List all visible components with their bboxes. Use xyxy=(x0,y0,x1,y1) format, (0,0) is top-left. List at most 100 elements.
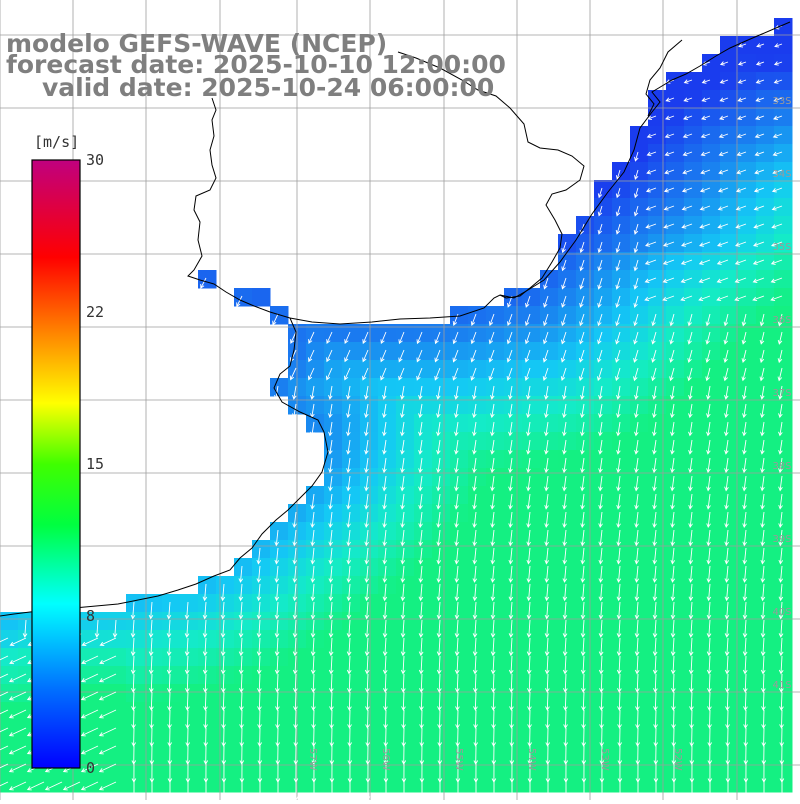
wind-speed-cell xyxy=(594,612,613,631)
wind-speed-cell xyxy=(630,594,649,613)
wind-arrow xyxy=(724,565,730,583)
wind-arrow xyxy=(472,637,478,657)
wind-speed-cell xyxy=(774,666,793,685)
wind-speed-cell xyxy=(378,450,397,469)
wind-speed-cell xyxy=(342,594,361,613)
wind-arrow xyxy=(346,493,351,510)
wind-speed-cell xyxy=(270,702,289,721)
wind-speed-cell xyxy=(504,414,523,433)
wind-arrow xyxy=(112,619,118,638)
wind-speed-cell xyxy=(612,396,631,415)
wind-arrow xyxy=(167,691,172,711)
wind-arrow xyxy=(436,493,441,510)
wind-arrow xyxy=(80,727,99,737)
wind-speed-cell xyxy=(666,216,685,235)
coastline-lagoon xyxy=(645,39,683,117)
wind-speed-cell xyxy=(144,594,163,613)
wind-arrow xyxy=(544,583,550,602)
wind-speed-cell xyxy=(504,612,523,631)
wind-speed-cell xyxy=(630,252,649,271)
wind-arrow xyxy=(418,493,423,510)
wind-arrow xyxy=(598,655,604,675)
wind-arrow xyxy=(736,169,747,175)
wind-arrow xyxy=(437,709,442,729)
wind-arrow xyxy=(596,367,603,382)
colorbar xyxy=(31,159,81,769)
wind-arrow xyxy=(562,601,568,620)
wind-arrow xyxy=(44,781,63,791)
wind-speed-cell xyxy=(252,648,271,667)
wind-arrow xyxy=(221,691,226,711)
wind-arrow xyxy=(777,349,783,364)
wind-speed-cell xyxy=(522,738,541,757)
wind-speed-cell xyxy=(414,540,433,559)
wind-speed-cell xyxy=(540,612,559,631)
wind-arrow xyxy=(663,241,675,247)
wind-arrow xyxy=(663,205,675,211)
wind-arrow xyxy=(652,385,657,400)
wind-speed-cell xyxy=(684,558,703,577)
wind-speed-cell xyxy=(360,414,379,433)
wind-arrow xyxy=(526,637,532,657)
wind-arrow xyxy=(771,205,783,211)
wind-speed-cell xyxy=(306,738,325,757)
wind-speed-cell xyxy=(648,288,667,307)
wind-arrow xyxy=(346,511,351,529)
wind-speed-cell xyxy=(144,738,163,757)
wind-arrow xyxy=(346,457,351,474)
wind-speed-cell xyxy=(594,630,613,649)
wind-speed-cell xyxy=(756,432,775,451)
wind-arrow xyxy=(735,241,747,247)
wind-speed-cell xyxy=(504,396,523,415)
wind-arrow xyxy=(652,583,658,602)
wind-arrow xyxy=(365,691,370,711)
wind-speed-cell xyxy=(540,540,559,559)
wind-arrow xyxy=(724,583,730,602)
wind-arrow xyxy=(310,529,315,547)
wind-arrow xyxy=(202,655,208,675)
wind-arrow xyxy=(434,367,441,381)
wind-speed-cell xyxy=(216,612,235,631)
wind-speed-cell xyxy=(306,612,325,631)
wind-speed-cell xyxy=(702,486,721,505)
wind-speed-cell xyxy=(756,738,775,757)
wind-speed-cell xyxy=(360,684,379,703)
wind-arrow xyxy=(615,313,621,327)
wind-speed-cell xyxy=(612,468,631,487)
wind-arrow xyxy=(598,457,603,474)
wind-speed-cell xyxy=(378,540,397,559)
wind-speed-cell xyxy=(558,540,577,559)
wind-arrow xyxy=(452,367,459,381)
wind-arrow xyxy=(700,133,711,139)
wind-speed-cell xyxy=(504,558,523,577)
wind-arrow xyxy=(598,619,604,638)
latitude-label: 40S xyxy=(772,607,791,618)
wind-speed-cell xyxy=(360,576,379,595)
wind-speed-cell xyxy=(576,396,595,415)
wind-arrow xyxy=(148,637,154,657)
wind-speed-cell xyxy=(342,630,361,649)
wind-arrow xyxy=(274,529,279,547)
wind-speed-cell xyxy=(774,144,793,163)
wind-arrow xyxy=(490,583,496,602)
wind-arrow xyxy=(0,637,9,643)
wind-speed-cell xyxy=(684,486,703,505)
wind-speed-cell xyxy=(198,612,217,631)
wind-speed-cell xyxy=(432,702,451,721)
wind-arrow xyxy=(616,385,621,400)
wind-speed-cell xyxy=(522,702,541,721)
wind-arrow xyxy=(131,709,136,729)
wind-speed-cell xyxy=(612,414,631,433)
wind-arrow xyxy=(526,601,532,620)
wind-arrow xyxy=(778,637,784,657)
wind-speed-cell xyxy=(594,522,613,541)
wind-arrow xyxy=(772,169,783,175)
wind-speed-cell xyxy=(666,288,685,307)
wind-arrow xyxy=(737,115,747,120)
wind-arrow xyxy=(651,313,657,327)
colorbar-tick-0: 0 xyxy=(86,759,96,777)
wind-speed-cell xyxy=(504,666,523,685)
wind-arrow xyxy=(699,223,711,229)
wind-arrow xyxy=(580,403,585,419)
wind-arrow xyxy=(599,709,604,729)
